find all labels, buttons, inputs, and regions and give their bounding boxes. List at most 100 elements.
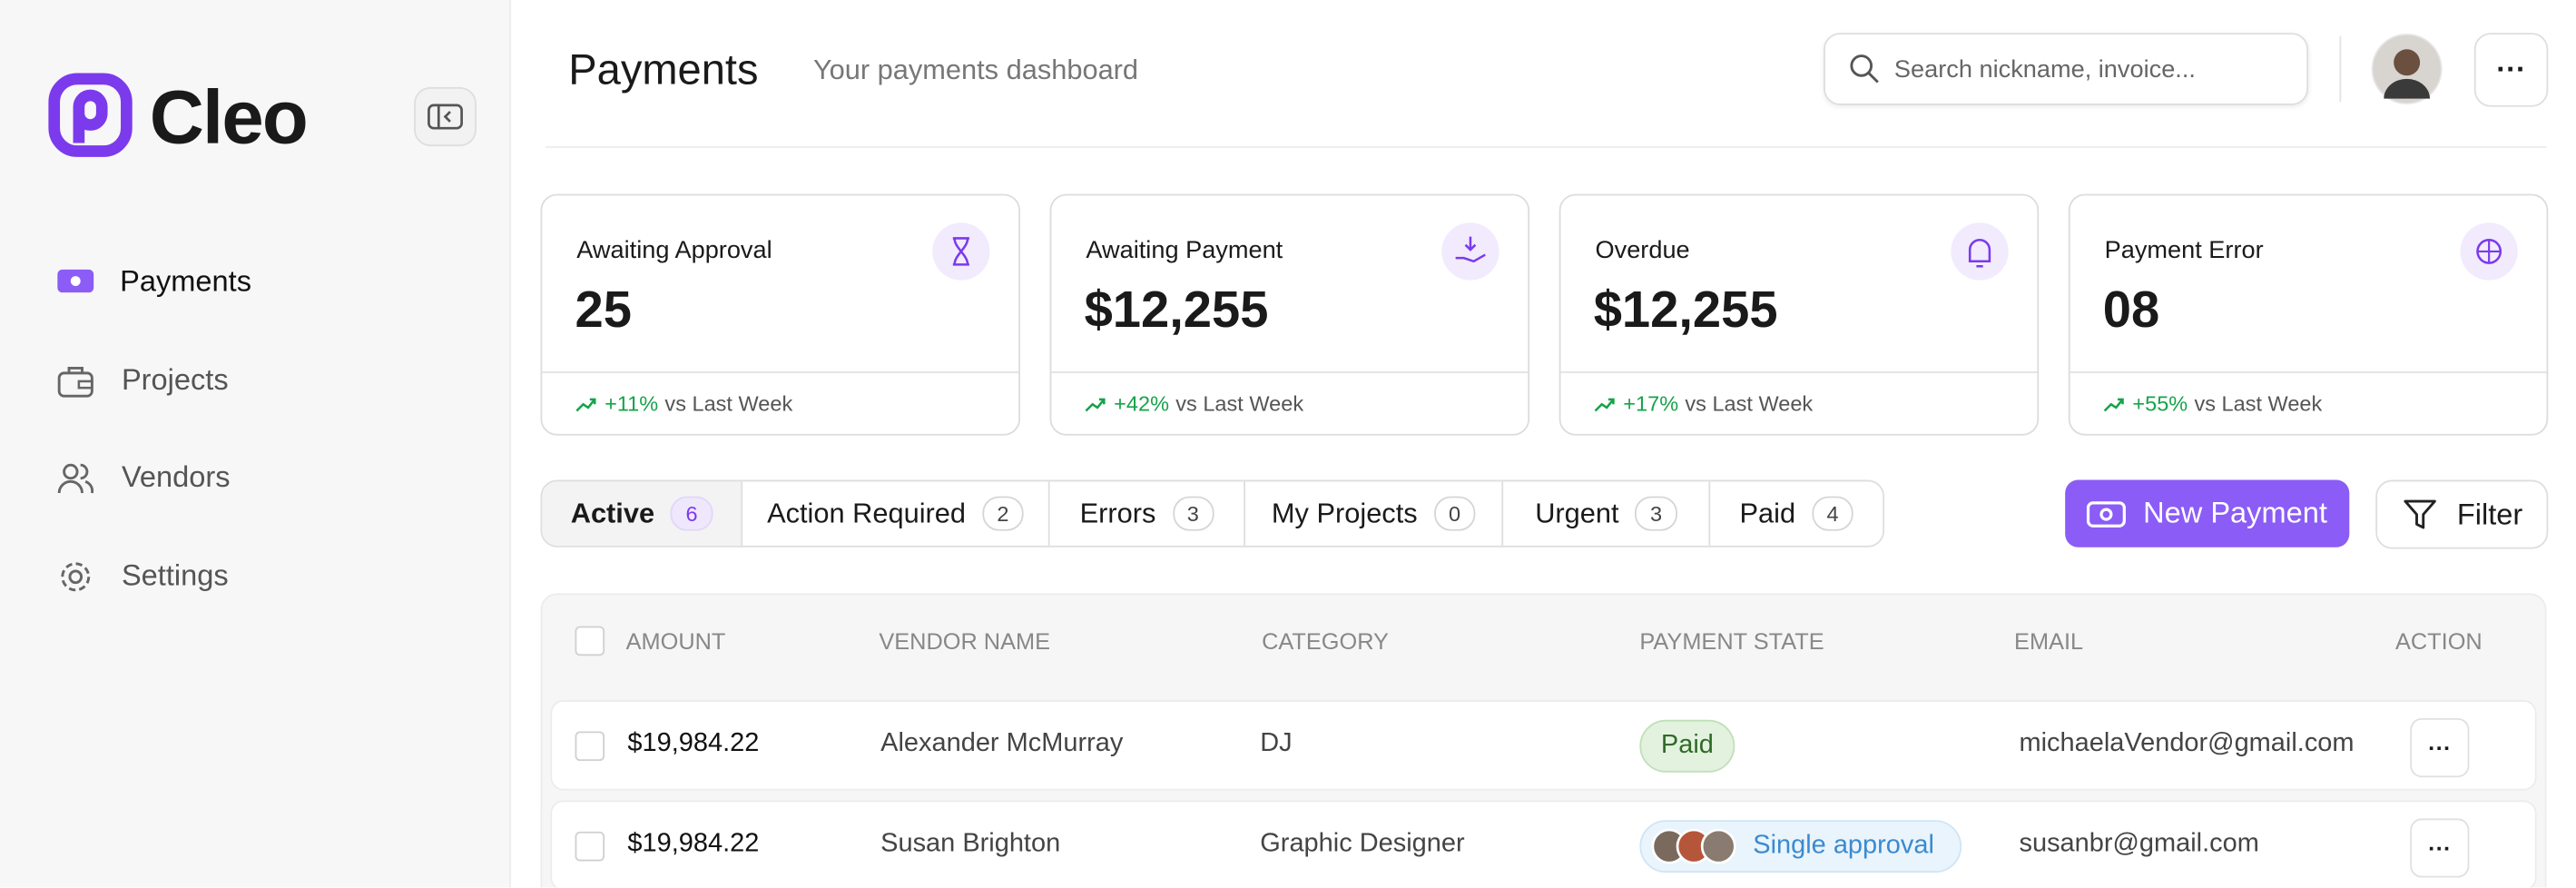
- stat-icon-svg: [1951, 222, 2009, 281]
- tab-count: 6: [671, 496, 713, 531]
- change-text: vs Last Week: [1685, 390, 1814, 416]
- status-badge: Paid: [1639, 719, 1735, 773]
- nav-icon-svg: [57, 366, 93, 397]
- table-cell: susanbr@gmail.com: [2019, 830, 2259, 858]
- page-subtitle: Your payments dashboard: [812, 54, 1139, 86]
- change-percent: +42%: [1114, 390, 1170, 416]
- logo-icon: [48, 73, 133, 157]
- table-cell: $19,984.22: [627, 729, 760, 758]
- status-badge: Single approval: [1639, 820, 1962, 873]
- nav-icon-svg: [61, 561, 91, 591]
- stat-divider: [1560, 371, 2038, 373]
- nav-icon-svg: [57, 269, 94, 293]
- stat-card: Overdue $12,255 +17% vs Last Week: [1558, 193, 2040, 436]
- change-text: vs Last Week: [1175, 390, 1304, 416]
- tab[interactable]: Urgent 3: [1501, 481, 1708, 546]
- search-placeholder: Search nickname, invoice...: [1893, 54, 2196, 84]
- stat-change: +11% vs Last Week: [575, 390, 793, 416]
- nav-icon: [56, 459, 95, 506]
- tab-label: Action Required: [767, 497, 967, 528]
- trend-icon: [1594, 395, 1616, 411]
- stat-value: $12,255: [1593, 281, 1778, 339]
- table-row: [550, 800, 2537, 888]
- tab-count: 3: [1172, 496, 1214, 531]
- nav-item[interactable]: Vendors: [121, 459, 231, 493]
- change-percent: +17%: [1623, 390, 1679, 416]
- nav-icon: [56, 360, 95, 408]
- tab[interactable]: Errors 3: [1047, 481, 1244, 546]
- column-header: VENDOR NAME: [879, 627, 1051, 655]
- stat-card: Awaiting Approval 25 +11% vs Last Week: [540, 193, 1021, 436]
- nav-item[interactable]: Settings: [121, 557, 229, 591]
- trend-icon-svg: [1594, 397, 1615, 411]
- nav-icon-svg: [57, 463, 94, 494]
- stat-icon: [1440, 222, 1499, 289]
- tab-count: 2: [982, 496, 1024, 531]
- tab[interactable]: My Projects 0: [1244, 481, 1501, 546]
- table-cell: Graphic Designer: [1260, 830, 1465, 858]
- stat-change: +55% vs Last Week: [2103, 391, 2322, 416]
- checkbox[interactable]: [575, 731, 605, 762]
- checkbox[interactable]: [575, 626, 605, 656]
- more-button[interactable]: ···: [2473, 33, 2549, 107]
- stat-divider: [2070, 371, 2547, 373]
- nav-item[interactable]: Payments: [120, 264, 252, 298]
- nav-icon: [56, 263, 95, 311]
- search-box[interactable]: Search nickname, invoice...: [1824, 33, 2309, 105]
- filter-button[interactable]: Filter: [2375, 479, 2549, 549]
- column-header: EMAIL: [2014, 627, 2084, 655]
- approver-avatars-svg: [1651, 828, 1736, 864]
- new-payment-button[interactable]: New Payment: [2065, 479, 2350, 548]
- header-divider: [545, 146, 2547, 148]
- filter-label: Filter: [2456, 497, 2523, 530]
- stat-card: Payment Error 08 +55% vs Last Week: [2068, 193, 2549, 436]
- column-header: CATEGORY: [1262, 627, 1389, 655]
- nav-item[interactable]: Projects: [121, 362, 229, 396]
- stat-icon: [1950, 222, 2009, 289]
- tab-count: 3: [1635, 496, 1677, 531]
- stat-value: 08: [2102, 281, 2160, 339]
- trend-icon-svg: [1085, 397, 1106, 411]
- row-action-button[interactable]: ···: [2410, 717, 2470, 778]
- stat-label: Overdue: [1595, 236, 1690, 265]
- stat-label: Awaiting Payment: [1086, 236, 1283, 265]
- tab[interactable]: Paid 4: [1708, 481, 1883, 546]
- stat-value: $12,255: [1084, 281, 1269, 339]
- stat-label: Awaiting Approval: [576, 236, 772, 265]
- stat-icon: [931, 222, 990, 289]
- row-action-button[interactable]: ···: [2410, 818, 2470, 878]
- column-header: ACTION: [2394, 627, 2483, 655]
- tab-count: 4: [1812, 496, 1853, 531]
- change-text: vs Last Week: [664, 390, 793, 416]
- brand: Cleo: [149, 74, 309, 160]
- trend-icon-svg: [2103, 397, 2124, 411]
- stat-label: Payment Error: [2104, 236, 2264, 265]
- tab[interactable]: Active 6: [542, 481, 742, 546]
- stat-icon-svg: [2460, 222, 2518, 281]
- avatar[interactable]: [2371, 33, 2443, 105]
- trend-icon: [2103, 395, 2125, 411]
- new-payment-label: New Payment: [2143, 496, 2327, 529]
- checkbox[interactable]: [575, 831, 605, 862]
- table-cell: $19,984.22: [627, 830, 760, 858]
- change-percent: +55%: [2132, 390, 2188, 416]
- trend-icon: [1085, 395, 1106, 411]
- search-icon: [1850, 54, 1879, 84]
- tab[interactable]: Action Required 2: [741, 481, 1047, 546]
- tab-label: Active: [570, 497, 655, 528]
- stat-value: 25: [575, 281, 632, 339]
- table-cell: Alexander McMurray: [880, 729, 1124, 758]
- collapse-icon: [428, 104, 463, 130]
- trend-icon: [575, 395, 597, 411]
- tab-label: My Projects: [1271, 497, 1418, 528]
- stat-divider: [1051, 371, 1529, 373]
- column-header: PAYMENT STATE: [1639, 627, 1824, 655]
- collapse-button[interactable]: [414, 86, 477, 147]
- filter-icon: [2403, 499, 2435, 529]
- divider: [2339, 35, 2342, 103]
- table-cell: Susan Brighton: [880, 830, 1061, 858]
- stat-card: Awaiting Payment $12,255 +42% vs Last Week: [1049, 193, 1530, 436]
- stat-change: +17% vs Last Week: [1594, 391, 1813, 416]
- tabs: Active 6 Action Required 2 Errors 3 My Project…: [540, 479, 1885, 548]
